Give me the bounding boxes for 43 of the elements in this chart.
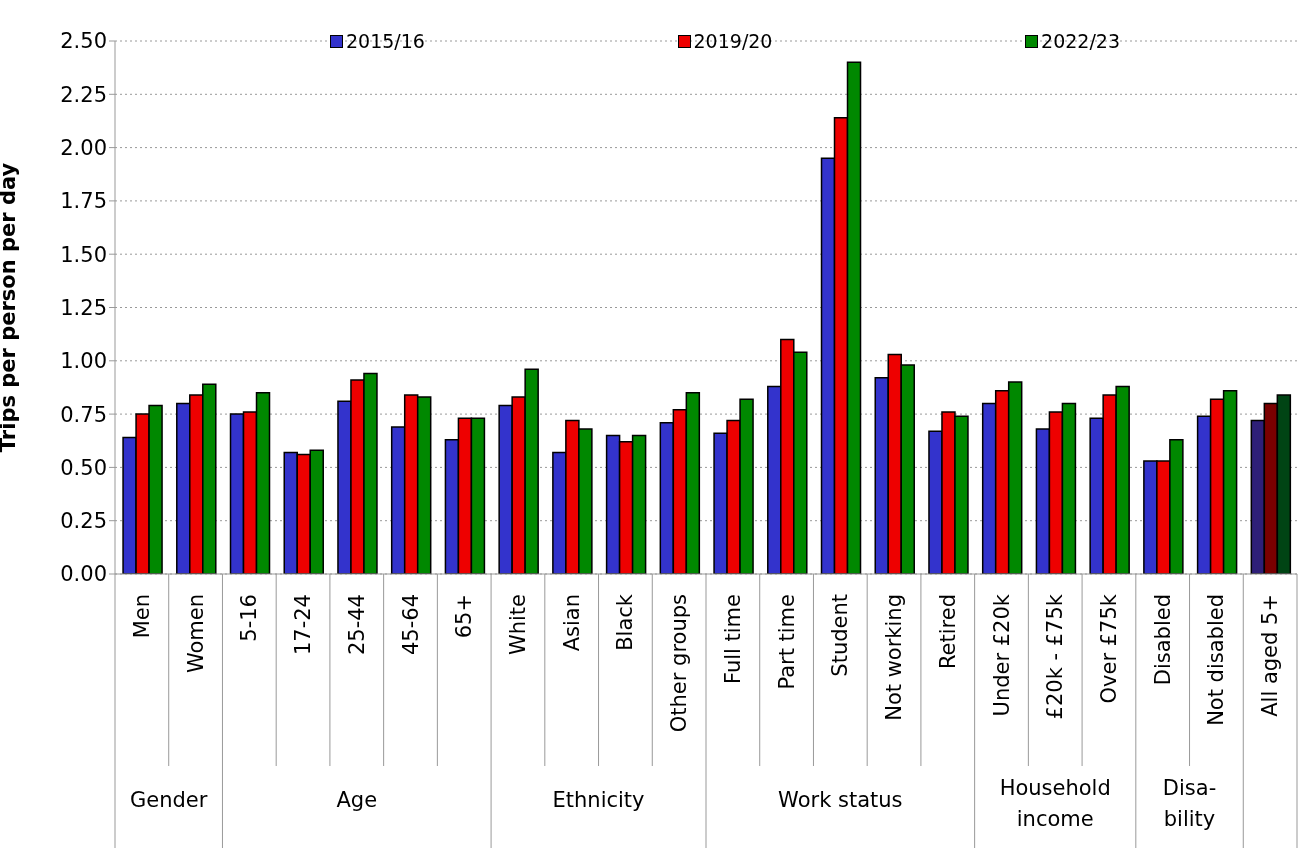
y-axis-title: Trips per person per day bbox=[0, 162, 21, 453]
y-tick-label: 2.50 bbox=[60, 29, 107, 54]
x-tick-label: Asian bbox=[559, 594, 584, 652]
y-tick-label: 2.25 bbox=[60, 82, 107, 107]
x-tick-label: Part time bbox=[774, 594, 799, 690]
x-tick-label: 5-16 bbox=[237, 594, 262, 642]
text: Ethnicity bbox=[552, 788, 645, 812]
y-tick-label: 0.00 bbox=[60, 562, 107, 587]
text: Age bbox=[336, 788, 378, 812]
text: Household income bbox=[999, 776, 1111, 831]
text: Gender bbox=[130, 788, 208, 812]
x-tick-label: Under £20k bbox=[989, 593, 1014, 717]
x-tick-label: 45-64 bbox=[398, 594, 423, 656]
y-tick-label: 2.00 bbox=[60, 136, 107, 161]
y-tick-label: 1.00 bbox=[60, 349, 107, 374]
legend-label: 2019/20 bbox=[692, 30, 773, 52]
y-tick-label: 1.25 bbox=[60, 295, 107, 320]
x-tick-label: Not working bbox=[882, 594, 907, 721]
x-tick-label: 25-44 bbox=[344, 594, 369, 656]
legend-label: 2022/23 bbox=[1040, 30, 1120, 52]
y-tick-label: 0.75 bbox=[60, 402, 107, 427]
y-tick-label: 0.25 bbox=[60, 509, 107, 534]
x-tick-label: 65+ bbox=[452, 594, 477, 639]
x-tick-label: Student bbox=[828, 594, 853, 677]
y-tick-label: 1.50 bbox=[60, 242, 107, 267]
x-tick-label: Not disabled bbox=[1204, 594, 1229, 726]
x-tick-label: Men bbox=[129, 594, 154, 639]
x-tick-label: Black bbox=[613, 593, 638, 651]
legend-label: 2015/16 bbox=[345, 30, 425, 52]
x-tick-label: White bbox=[505, 594, 530, 656]
x-tick-label: Women bbox=[183, 594, 208, 674]
x-tick-label: Over £75k bbox=[1096, 593, 1121, 704]
x-tick-label: Disabled bbox=[1150, 594, 1175, 686]
text: Work status bbox=[778, 788, 903, 812]
y-tick-label: 0.50 bbox=[60, 455, 107, 480]
x-tick-label: Retired bbox=[935, 594, 960, 670]
text: Disa-bility bbox=[1162, 776, 1217, 831]
x-tick-label: 17-24 bbox=[291, 594, 316, 656]
y-tick-label: 1.75 bbox=[60, 189, 107, 214]
x-tick-label: Full time bbox=[720, 594, 745, 685]
x-tick-label: Other groups bbox=[667, 594, 692, 733]
x-tick-label: £20k - £75k bbox=[1043, 593, 1068, 720]
x-tick-label: All aged 5+ bbox=[1258, 594, 1283, 717]
